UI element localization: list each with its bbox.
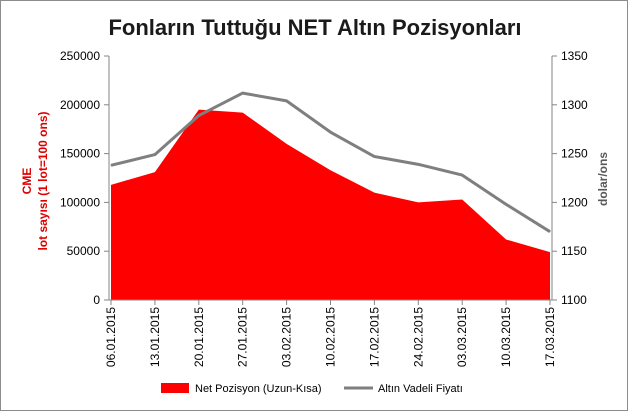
x-axis-ticks: 06.01.2015 13.01.2015 20.01.2015 27.01.2015… [104, 300, 557, 367]
x-tick-label: 10.02.2015 [324, 307, 338, 367]
x-tick-label: 10.03.2015 [499, 307, 513, 367]
net-position-area [111, 109, 550, 301]
gold-price-point [154, 154, 156, 156]
chart-title: Fonların Tuttuğu NET Altın Pozisyonları [108, 15, 521, 40]
plot-area [110, 91, 551, 301]
left-tick-label: 200000 [60, 98, 100, 112]
left-tick-label: 0 [93, 293, 100, 307]
left-tick-label: 150000 [60, 147, 100, 161]
legend: Net Pozisyon (Uzun-Kısa) Altın Vadeli Fi… [161, 383, 463, 395]
x-tick-label: 03.03.2015 [455, 307, 469, 367]
right-axis-label: dolar/ons [596, 152, 610, 206]
left-tick-label: 250000 [60, 49, 100, 63]
left-axis-ticks: 0 50000 100000 150000 200000 250000 [60, 49, 109, 307]
x-tick-label: 17.03.2015 [543, 307, 557, 367]
gold-price-point [242, 92, 244, 94]
x-tick-label: 20.01.2015 [192, 307, 206, 367]
legend-label-gold-price: Altın Vadeli Fiyatı [378, 383, 463, 395]
legend-label-net-position: Net Pozisyon (Uzun-Kısa) [195, 383, 322, 395]
right-axis-ticks: 1100 1150 1200 1250 1300 1350 [552, 49, 588, 307]
right-tick-label: 1100 [561, 293, 587, 307]
gold-price-point [373, 156, 375, 158]
left-axis-label-line2: lot sayısı (1 lot=100 ons) [36, 111, 50, 250]
gold-price-point [330, 131, 331, 133]
gold-price-point [286, 100, 288, 102]
gold-price-point [461, 174, 463, 176]
right-tick-label: 1350 [561, 49, 588, 63]
x-tick-label: 17.02.2015 [367, 307, 381, 367]
gold-price-point [110, 164, 112, 166]
right-tick-label: 1150 [561, 244, 587, 258]
left-tick-label: 100000 [60, 195, 100, 209]
x-tick-label: 13.01.2015 [148, 307, 162, 367]
right-tick-label: 1200 [561, 195, 588, 209]
x-tick-label: 24.02.2015 [411, 307, 425, 367]
gold-price-point [549, 231, 551, 233]
x-tick-label: 27.01.2015 [236, 307, 250, 367]
gold-price-point [417, 163, 419, 165]
left-axis-label-line1: CME [20, 168, 34, 195]
gold-price-point [505, 203, 507, 205]
legend-swatch-net-position [161, 383, 189, 393]
right-tick-label: 1300 [561, 98, 588, 112]
left-tick-label: 50000 [67, 244, 101, 258]
x-tick-label: 03.02.2015 [280, 307, 294, 367]
right-tick-label: 1250 [561, 147, 588, 161]
x-tick-label: 06.01.2015 [104, 307, 118, 367]
gold-price-point [198, 115, 200, 117]
